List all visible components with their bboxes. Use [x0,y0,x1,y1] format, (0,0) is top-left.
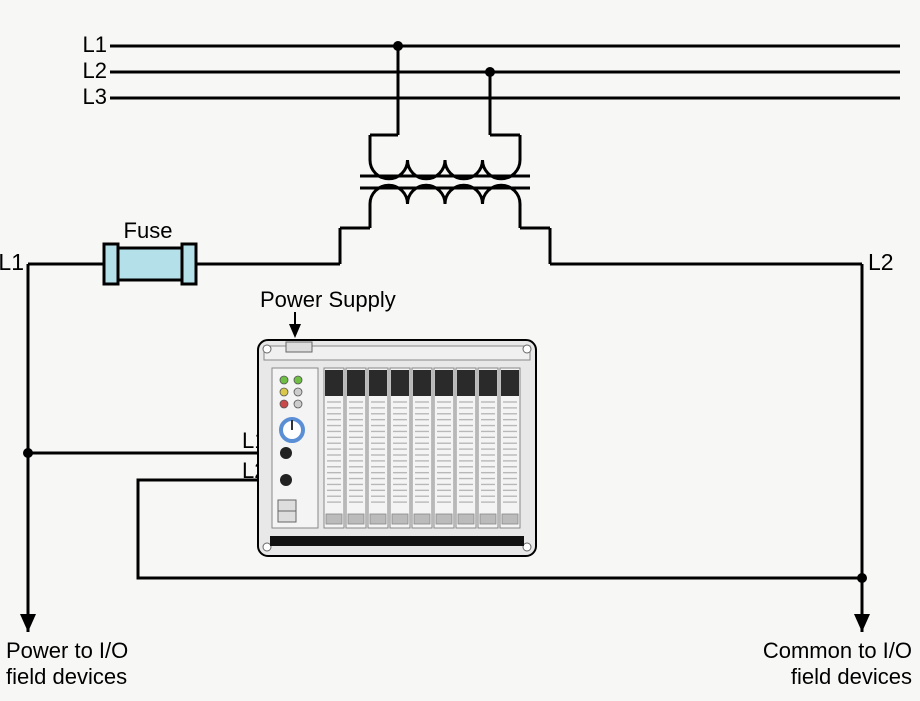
status-led [294,388,302,396]
label-power-to-2: field devices [6,664,127,689]
status-led [294,376,302,384]
io-slot [324,368,344,528]
wiring-diagram: L1 L2 L3 L1 L2 [0,0,920,701]
label-l1-top: L1 [83,32,107,57]
status-led [280,376,288,384]
io-slot [412,368,432,528]
status-led [294,400,302,408]
label-l2-right: L2 [868,249,894,275]
label-l2-top: L2 [83,58,107,83]
label-fuse: Fuse [124,218,173,243]
label-l3-top: L3 [83,84,107,109]
io-slot [390,368,410,528]
plc-chassis [258,340,536,556]
terminal-l1 [280,447,292,459]
io-slot [368,368,388,528]
io-slot [456,368,476,528]
terminal-l2 [280,474,292,486]
status-led [280,400,288,408]
status-led [280,388,288,396]
label-l1-left: L1 [0,249,24,275]
io-slot [434,368,454,528]
io-slot [500,368,520,528]
label-common-to-2: field devices [791,664,912,689]
label-power-to-1: Power to I/O [6,638,128,663]
label-common-to-1: Common to I/O [763,638,912,663]
io-slot [346,368,366,528]
label-power-supply: Power Supply [260,287,396,312]
io-slot [478,368,498,528]
